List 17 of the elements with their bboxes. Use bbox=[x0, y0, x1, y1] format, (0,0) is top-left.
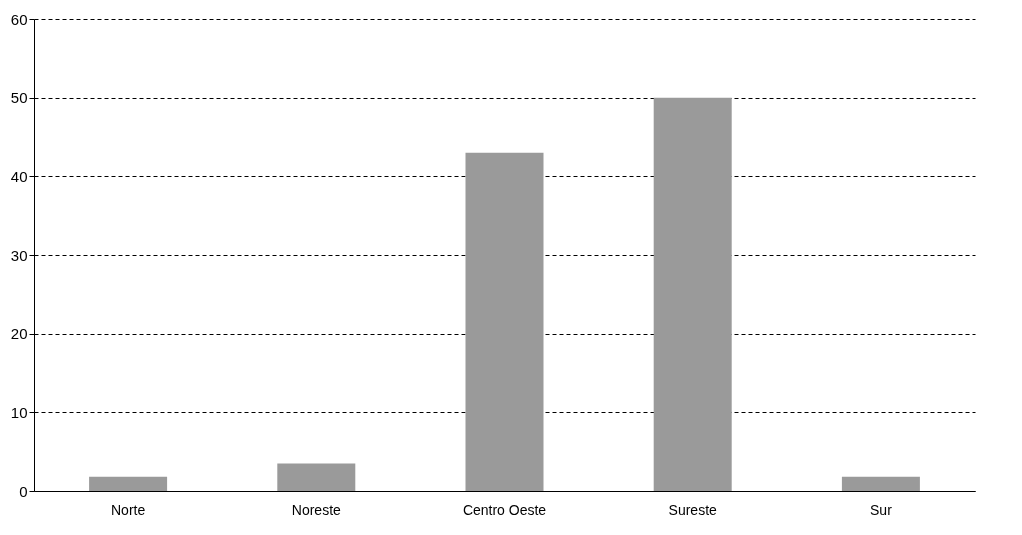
y-tick-label: 30 bbox=[10, 246, 28, 264]
y-tick-label: 0 bbox=[19, 482, 28, 500]
bar bbox=[277, 463, 356, 491]
x-tick-label: Sur bbox=[870, 501, 893, 518]
x-tick-label: Noreste bbox=[291, 501, 342, 518]
y-tick-label: 50 bbox=[10, 89, 28, 107]
bar bbox=[653, 97, 732, 491]
y-tick-label: 60 bbox=[10, 10, 28, 28]
x-tick-label: Centro Oeste bbox=[462, 501, 547, 518]
x-tick-label: Norte bbox=[110, 501, 146, 518]
bar bbox=[841, 476, 920, 491]
bar bbox=[89, 476, 168, 491]
bar bbox=[465, 152, 544, 491]
y-tick-label: 20 bbox=[10, 325, 28, 343]
y-tick-label: 10 bbox=[10, 403, 28, 421]
x-tick-label: Sureste bbox=[668, 501, 718, 518]
y-tick-label: 40 bbox=[10, 167, 28, 185]
